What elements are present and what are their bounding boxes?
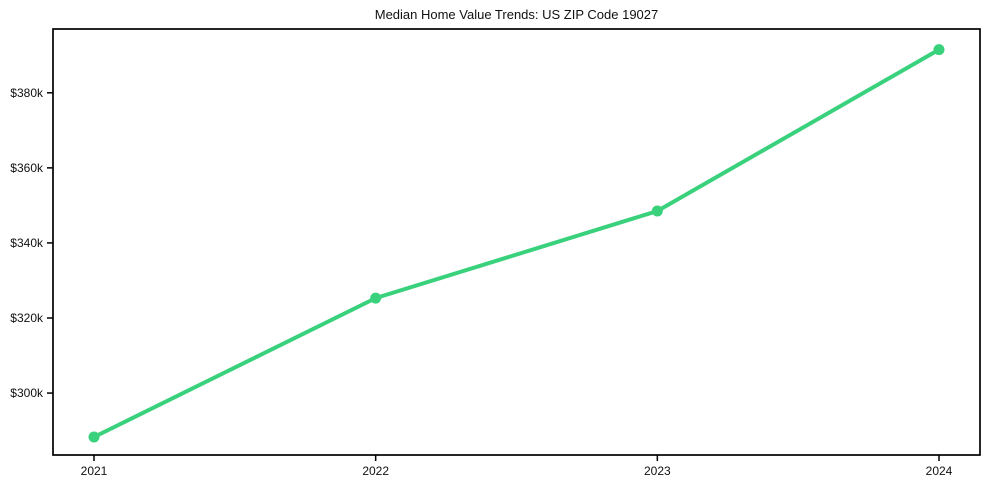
x-tick-label: 2021 [81,464,108,478]
y-tick-label: $340k [10,236,44,250]
data-point-marker [88,431,100,443]
x-tick-label: 2022 [362,464,389,478]
x-tick-label: 2023 [644,464,671,478]
plot-border [52,28,981,456]
y-tick-label: $380k [10,86,44,100]
chart-title: Median Home Value Trends: US ZIP Code 19… [374,7,659,22]
data-point-marker [651,205,663,217]
data-point-marker [370,292,382,304]
y-tick-label: $360k [10,161,44,175]
y-tick-label: $320k [10,311,44,325]
x-tick-label: 2024 [926,464,953,478]
trend-line [92,47,941,439]
data-point-marker [933,44,945,56]
y-tick-label: $300k [10,386,44,400]
